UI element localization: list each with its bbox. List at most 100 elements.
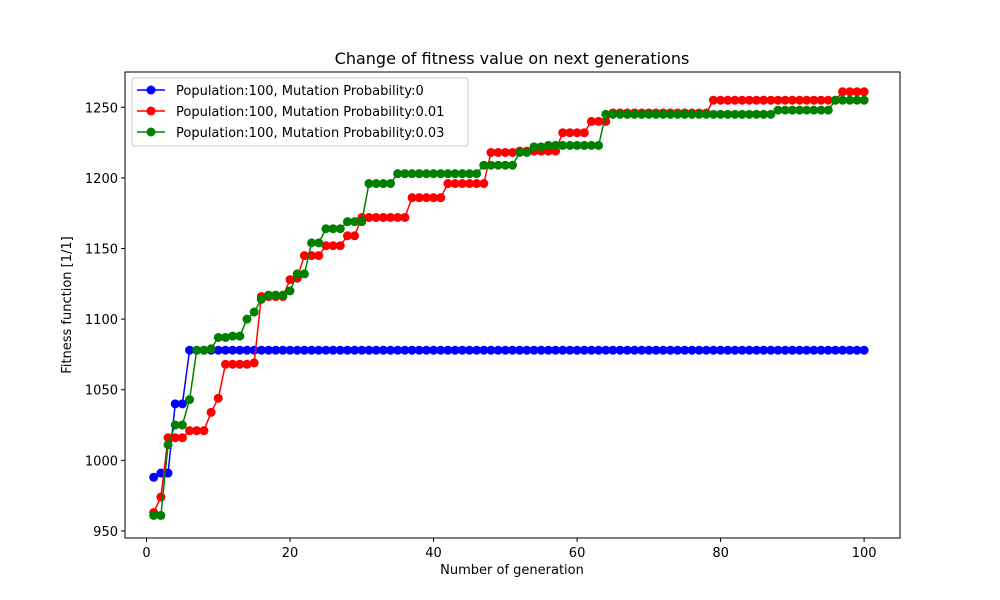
data-point [185,345,195,355]
data-point [393,169,403,179]
data-point [493,147,503,157]
data-point [371,212,381,222]
data-point [716,345,726,355]
data-point [751,109,761,119]
data-point [177,420,187,430]
y-tick-label: 1150 [85,243,118,258]
data-point [730,95,740,105]
data-point [220,332,230,342]
data-point [429,345,439,355]
data-point [594,345,604,355]
data-point [601,109,611,119]
data-point [766,345,776,355]
legend-box [131,77,469,147]
legend: Population:100, Mutation Probability:0 Po… [131,77,469,147]
data-point [680,345,690,355]
data-point [371,345,381,355]
data-point [551,345,561,355]
x-tick-label: 20 [282,546,299,561]
data-point [350,231,360,241]
data-point [213,393,223,403]
data-point [766,95,776,105]
data-point [357,345,367,355]
data-point [314,251,324,261]
data-point [386,179,396,189]
data-point [464,179,474,189]
data-point [156,510,166,520]
data-point [529,345,539,355]
data-point [723,109,733,119]
data-point [823,105,833,115]
data-point [328,224,338,234]
data-point [608,109,618,119]
data-point [299,269,309,279]
data-point [558,140,568,150]
data-point [278,290,288,300]
data-point [708,345,718,355]
data-point [665,345,675,355]
data-point [744,109,754,119]
data-point [694,109,704,119]
data-point [737,95,747,105]
data-point [400,212,410,222]
chart-title: Change of fitness value on next generati… [335,49,690,68]
data-point [285,275,295,285]
data-point [579,140,589,150]
data-point [802,95,812,105]
data-point [228,331,238,341]
data-point [249,307,259,317]
data-point [723,345,733,355]
data-point [371,179,381,189]
data-point [823,95,833,105]
data-point [622,345,632,355]
data-point [759,95,769,105]
data-point [235,359,245,369]
data-point [228,345,238,355]
data-point [328,345,338,355]
data-point [364,345,374,355]
data-point [658,109,668,119]
data-point [558,128,568,138]
data-point [629,109,639,119]
data-point [716,95,726,105]
data-point [751,345,761,355]
data-point [486,345,496,355]
y-axis-label: Fitness function [1/1] [60,236,75,373]
data-point [314,345,324,355]
data-point [472,169,482,179]
data-point [479,345,489,355]
data-point [328,241,338,251]
legend-marker [146,85,156,95]
data-point [773,345,783,355]
data-point [615,109,625,119]
legend-label: Population:100, Mutation Probability:0.0… [176,105,444,120]
data-point [823,345,833,355]
data-point [508,147,517,157]
data-point [838,95,848,105]
data-point [852,95,862,105]
data-point [830,95,840,105]
data-point [601,345,611,355]
data-point [321,345,331,355]
data-point [687,345,697,355]
axes-frame [124,71,901,539]
data-point [701,109,711,119]
y-axis: 950 1000 1050 1100 1150 1200 1250 [85,101,125,540]
data-point [386,212,396,222]
data-point [321,224,331,234]
data-point [386,345,396,355]
data-point [429,193,439,203]
data-point [393,212,403,222]
y-tick-label: 1000 [85,454,118,469]
data-point [407,193,417,203]
data-point [701,345,711,355]
data-point [716,109,726,119]
data-point [637,109,647,119]
data-point [192,426,202,436]
data-point [508,160,517,170]
data-point [299,345,309,355]
series-line [153,349,865,478]
data-point [522,345,532,355]
data-point [421,193,431,203]
data-point [658,345,668,355]
